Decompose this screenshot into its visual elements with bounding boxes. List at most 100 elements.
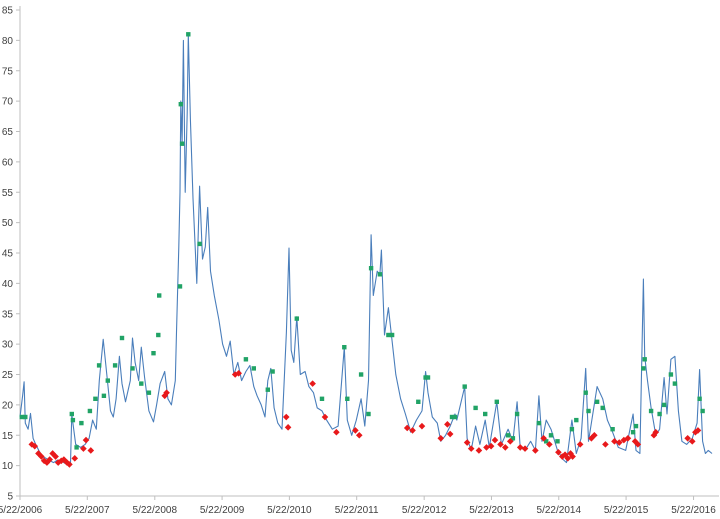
green-marker-point bbox=[156, 332, 161, 338]
x-axis: 5/22/2006 5/22/2007 5/22/2008 5/22/2009 5/22… bbox=[0, 495, 719, 516]
green-marker-point bbox=[416, 399, 421, 404]
red-marker-point bbox=[467, 445, 475, 452]
red-marker-point bbox=[231, 371, 239, 378]
red-marker-point bbox=[409, 427, 416, 434]
red-marker-point bbox=[694, 427, 702, 434]
y-tick-label: 20 bbox=[2, 400, 14, 411]
green-marker-point bbox=[449, 414, 455, 420]
green-marker-point bbox=[186, 32, 191, 37]
red-marker-point bbox=[446, 430, 454, 438]
green-marker-point bbox=[93, 396, 98, 401]
y-tick-label: 15 bbox=[2, 431, 14, 442]
x-tick-label: 5/22/2006 bbox=[0, 505, 43, 516]
y-tick-label: 40 bbox=[2, 279, 14, 290]
y-tick-label: 45 bbox=[2, 249, 14, 260]
green-marker-point bbox=[641, 366, 646, 371]
green-marker-point bbox=[265, 387, 270, 392]
green-marker-point bbox=[74, 445, 79, 450]
green-marker-point bbox=[630, 430, 636, 435]
green-marker-point bbox=[368, 266, 374, 271]
red-marker-point bbox=[71, 455, 79, 462]
red-marker-point bbox=[611, 438, 618, 445]
green-marker-point bbox=[700, 408, 705, 414]
y-tick-label: 85 bbox=[2, 6, 14, 17]
red-marker-point bbox=[569, 453, 576, 460]
green-marker-point bbox=[583, 390, 588, 395]
green-marker-point bbox=[473, 405, 478, 411]
red-marker-point bbox=[66, 461, 73, 468]
red-marker-point bbox=[355, 431, 363, 439]
x-tick-label: 5/22/2015 bbox=[604, 505, 649, 516]
green-marker-point bbox=[151, 351, 156, 356]
red-marker-point bbox=[235, 369, 242, 377]
green-marker-point bbox=[112, 363, 118, 368]
green-marker-point bbox=[96, 363, 102, 368]
green-marker-point bbox=[483, 411, 488, 417]
y-tick-label: 50 bbox=[2, 218, 14, 229]
red-marker-point bbox=[321, 413, 329, 421]
green-marker-point bbox=[555, 439, 560, 444]
red-marker-point bbox=[692, 428, 699, 436]
y-tick-label: 5 bbox=[7, 492, 13, 503]
red-marker-point bbox=[418, 422, 426, 430]
green-marker-point bbox=[648, 408, 654, 414]
green-marker-point bbox=[179, 141, 185, 146]
green-marker-point bbox=[661, 402, 667, 408]
green-marker-point bbox=[657, 411, 662, 417]
green-marker-point bbox=[119, 335, 125, 341]
red-marker-point bbox=[284, 424, 292, 431]
green-marker-point bbox=[462, 384, 467, 389]
green-marker-point bbox=[101, 393, 107, 398]
y-tick-label: 60 bbox=[2, 157, 14, 168]
red-marker-point bbox=[60, 456, 68, 463]
red-marker-point bbox=[403, 424, 411, 432]
y-tick-label: 10 bbox=[2, 461, 14, 472]
y-tick-label: 75 bbox=[2, 66, 14, 77]
x-tick-label: 5/22/2008 bbox=[133, 505, 178, 516]
y-tick-label: 25 bbox=[2, 370, 14, 381]
red-marker-point bbox=[602, 441, 609, 448]
x-tick-label: 5/22/2007 bbox=[65, 505, 110, 516]
red-marker-point bbox=[282, 413, 290, 421]
red-marker-point bbox=[63, 459, 71, 466]
green-marker-point bbox=[505, 433, 511, 438]
plot-area bbox=[19, 32, 713, 468]
green-marker-point bbox=[358, 372, 364, 377]
green-marker-point bbox=[389, 332, 395, 338]
green-marker-point bbox=[633, 423, 639, 429]
red-marker-point bbox=[532, 447, 539, 454]
green-marker-point bbox=[157, 293, 162, 298]
red-marker-point bbox=[46, 456, 53, 463]
green-marker-point bbox=[574, 417, 579, 423]
red-marker-point bbox=[333, 428, 340, 436]
series-line bbox=[19, 33, 713, 465]
red-marker-point bbox=[444, 421, 451, 428]
green-marker-point bbox=[23, 414, 28, 420]
green-marker-point bbox=[79, 420, 84, 426]
green-marker-point bbox=[345, 396, 350, 401]
green-marker-point bbox=[251, 366, 256, 371]
red-marker-point bbox=[80, 445, 87, 452]
red-marker-point bbox=[475, 447, 483, 454]
red-marker-point bbox=[684, 434, 691, 442]
red-marker-point bbox=[38, 453, 45, 460]
green-marker-point bbox=[569, 427, 575, 432]
red-marker-point bbox=[564, 455, 572, 462]
green-marker-point bbox=[423, 375, 428, 380]
green-marker-point bbox=[19, 414, 24, 420]
x-tick-label: 5/22/2012 bbox=[402, 505, 447, 516]
green-marker-point bbox=[377, 272, 383, 277]
red-marker-point bbox=[437, 434, 445, 442]
green-marker-point bbox=[105, 378, 110, 383]
x-tick-label: 5/22/2013 bbox=[469, 505, 514, 516]
green-marker-point bbox=[672, 381, 678, 386]
red-marker-point bbox=[161, 392, 169, 400]
green-marker-point bbox=[610, 427, 615, 432]
red-marker-point bbox=[588, 434, 595, 442]
green-marker-point bbox=[177, 284, 183, 289]
red-marker-point bbox=[54, 459, 62, 466]
x-tick-label: 5/22/2011 bbox=[335, 505, 379, 516]
green-marker-point bbox=[386, 332, 391, 338]
red-marker-point bbox=[546, 441, 553, 448]
